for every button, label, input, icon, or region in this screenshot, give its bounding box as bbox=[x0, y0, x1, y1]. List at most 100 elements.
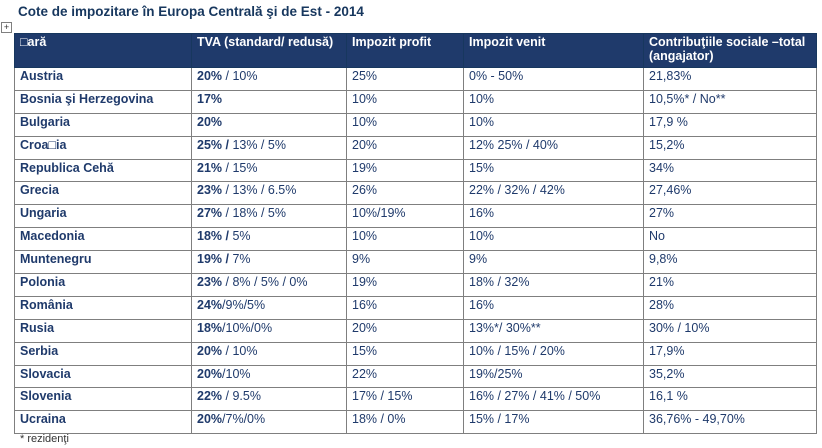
table-row: Grecia 23% / 13% / 6.5% 26% 22% / 32% / 42%… bbox=[14, 181, 817, 206]
profit-tax-cell: 10% bbox=[346, 112, 464, 137]
vat-standard: 19% / bbox=[197, 252, 229, 267]
country-cell: Slovenia bbox=[14, 387, 192, 412]
vat-reduced: / 10% bbox=[222, 69, 258, 83]
vat-standard: 20% bbox=[197, 366, 223, 381]
vat-cell: 24%/9%/5% bbox=[191, 295, 347, 320]
income-tax-cell: 12% 25% / 40% bbox=[463, 135, 644, 160]
vat-cell: 21% / 15% bbox=[191, 158, 347, 183]
social-contrib-cell: 17,9 % bbox=[643, 112, 817, 137]
income-tax-cell: 18% / 32% bbox=[463, 273, 644, 297]
vat-cell: 19% / 7% bbox=[191, 250, 347, 275]
vat-cell: 20% / 10% bbox=[191, 67, 347, 91]
profit-tax-cell: 22% bbox=[346, 364, 464, 389]
vat-reduced: /10% bbox=[222, 366, 251, 381]
profit-tax-cell: 25% bbox=[346, 67, 464, 91]
page-title: Cote de impozitare în Europa Centrală şi… bbox=[18, 4, 364, 19]
footnote: * rezidenţi bbox=[20, 433, 69, 445]
profit-tax-cell: 9% bbox=[346, 250, 464, 275]
profit-tax-cell: 16% bbox=[346, 295, 464, 320]
header-country: □ară bbox=[14, 33, 192, 68]
country-cell: Muntenegru bbox=[14, 250, 192, 275]
vat-standard: 17% bbox=[197, 91, 223, 106]
table-row: Austria 20% / 10% 25% 0% - 50% 21,83% bbox=[14, 67, 817, 91]
social-contrib-cell: 34% bbox=[643, 158, 817, 183]
country-cell: Republica Cehă bbox=[14, 158, 192, 183]
vat-cell: 20% bbox=[191, 112, 347, 137]
vat-standard: 23% bbox=[197, 183, 223, 198]
vat-reduced: 5% bbox=[228, 229, 251, 244]
country-cell: Macedonia bbox=[14, 227, 192, 252]
social-contrib-cell: 27% bbox=[643, 204, 817, 229]
table-row: România 24%/9%/5% 16% 16% 28% bbox=[14, 295, 817, 320]
header-social-contributions: Contribuţiile sociale –total (angajator) bbox=[643, 33, 817, 68]
social-contrib-cell: 21,83% bbox=[643, 67, 817, 91]
income-tax-cell: 16% / 27% / 41% / 50% bbox=[463, 387, 644, 412]
income-tax-cell: 19%/25% bbox=[463, 364, 644, 389]
header-vat: TVA (standard/ redusă) bbox=[191, 33, 347, 68]
income-tax-cell: 10% bbox=[463, 89, 644, 114]
income-tax-cell: 16% bbox=[463, 204, 644, 229]
profit-tax-cell: 20% bbox=[346, 135, 464, 160]
country-cell: Bulgaria bbox=[14, 112, 192, 137]
social-contrib-cell: 30% / 10% bbox=[643, 318, 817, 343]
header-profit-tax: Impozit profit bbox=[346, 33, 464, 68]
table-row: Macedonia 18% / 5% 10% 10% No bbox=[14, 227, 817, 252]
vat-reduced: / 15% bbox=[222, 160, 258, 175]
table-row: Rusia 18%/10%/0% 20% 13%*/ 30%** 30% / 10% bbox=[14, 318, 817, 343]
table-row: Slovenia 22% / 9.5% 17% / 15% 16% / 27% / 4… bbox=[14, 387, 817, 412]
table-row: Slovacia 20%/10% 22% 19%/25% 35,2% bbox=[14, 364, 817, 389]
vat-cell: 20%/7%/0% bbox=[191, 410, 347, 435]
vat-cell: 20% / 10% bbox=[191, 341, 347, 366]
vat-reduced: / 8% / 5% / 0% bbox=[222, 275, 308, 290]
vat-cell: 23% / 13% / 6.5% bbox=[191, 181, 347, 206]
profit-tax-cell: 20% bbox=[346, 318, 464, 343]
table-row: Serbia 20% / 10% 15% 10% / 15% / 20% 17,9% bbox=[14, 341, 817, 366]
social-contrib-cell: 10,5%* / No** bbox=[643, 89, 817, 114]
social-contrib-cell: 21% bbox=[643, 273, 817, 297]
country-cell: Grecia bbox=[14, 181, 192, 206]
header-row: □ară TVA (standard/ redusă) Impozit prof… bbox=[14, 33, 817, 68]
vat-cell: 27% / 18% / 5% bbox=[191, 204, 347, 229]
country-cell: Slovacia bbox=[14, 364, 192, 389]
profit-tax-cell: 19% bbox=[346, 158, 464, 183]
income-tax-cell: 13%*/ 30%** bbox=[463, 318, 644, 343]
social-contrib-cell: 27,46% bbox=[643, 181, 817, 206]
vat-standard: 18% / bbox=[197, 229, 229, 244]
vat-reduced: / 18% / 5% bbox=[222, 206, 286, 221]
vat-reduced: /9%/5% bbox=[222, 297, 266, 312]
table-row: Ungaria 27% / 18% / 5% 10%/19% 16% 27% bbox=[14, 204, 817, 229]
social-contrib-cell: 28% bbox=[643, 295, 817, 320]
vat-reduced: 13% / 5% bbox=[228, 137, 286, 152]
country-cell: Polonia bbox=[14, 273, 192, 297]
vat-standard: 20% bbox=[197, 412, 223, 427]
social-contrib-cell: 15,2% bbox=[643, 135, 817, 160]
profit-tax-cell: 10%/19% bbox=[346, 204, 464, 229]
profit-tax-cell: 17% / 15% bbox=[346, 387, 464, 412]
country-cell: Austria bbox=[14, 67, 192, 91]
vat-cell: 18%/10%/0% bbox=[191, 318, 347, 343]
country-cell: Serbia bbox=[14, 341, 192, 366]
vat-reduced: /10%/0% bbox=[222, 320, 273, 335]
table-row: Republica Cehă 21% / 15% 19% 15% 34% bbox=[14, 158, 817, 183]
profit-tax-cell: 26% bbox=[346, 181, 464, 206]
vat-standard: 21% bbox=[197, 160, 223, 175]
profit-tax-cell: 19% bbox=[346, 273, 464, 297]
vat-cell: 18% / 5% bbox=[191, 227, 347, 252]
header-income-tax: Impozit venit bbox=[463, 33, 644, 68]
income-tax-cell: 10% / 15% / 20% bbox=[463, 341, 644, 366]
vat-reduced: / 13% / 6.5% bbox=[222, 183, 297, 198]
income-tax-cell: 9% bbox=[463, 250, 644, 275]
vat-reduced: / 9.5% bbox=[222, 389, 261, 404]
income-tax-cell: 10% bbox=[463, 112, 644, 137]
vat-standard: 23% bbox=[197, 275, 223, 290]
social-contrib-cell: 9,8% bbox=[643, 250, 817, 275]
vat-standard: 20% bbox=[197, 114, 223, 129]
income-tax-cell: 0% - 50% bbox=[463, 67, 644, 91]
table-move-handle-icon[interactable]: + bbox=[1, 22, 12, 33]
vat-standard: 25% / bbox=[197, 137, 229, 152]
vat-reduced: 7% bbox=[228, 252, 251, 267]
vat-cell: 25% / 13% / 5% bbox=[191, 135, 347, 160]
table-row: Croa□ia 25% / 13% / 5% 20% 12% 25% / 40% 15,… bbox=[14, 135, 817, 160]
vat-standard: 20% bbox=[197, 69, 223, 83]
social-contrib-cell: 17,9% bbox=[643, 341, 817, 366]
